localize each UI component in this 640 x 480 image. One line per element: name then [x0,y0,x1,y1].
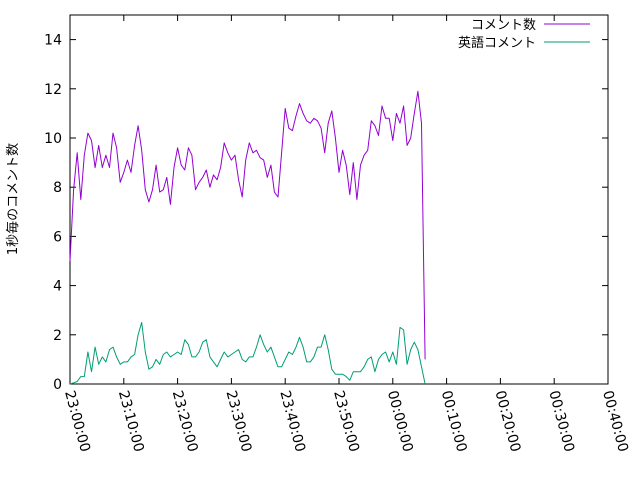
y-tick-label: 0 [53,377,62,393]
legend-label-1: コメント数 [471,18,536,33]
x-tick-label: 23:30:00 [223,389,255,454]
y-tick-label: 6 [53,229,62,245]
y-tick-label: 12 [44,82,62,98]
x-tick-label: 00:40:00 [599,389,631,454]
y-tick-label: 14 [44,33,62,49]
x-tick-label: 23:10:00 [115,389,147,454]
y-tick-label: 10 [44,131,62,147]
series-lines [69,90,426,385]
series-line-1 [69,90,426,360]
x-tick-label: 23:20:00 [169,389,201,454]
series-line-2 [69,322,426,385]
y-axis: 0 2 4 6 8 10 12 14 [44,33,608,393]
plot-frame [69,14,609,385]
x-tick-label: 23:40:00 [276,389,308,454]
x-tick-label: 00:30:00 [545,389,577,454]
x-tick-label: 00:20:00 [492,389,524,454]
x-tick-label: 23:00:00 [61,389,93,454]
x-tick-label: 00:10:00 [438,389,470,454]
x-tick-label: 23:50:00 [330,389,362,454]
x-tick-label: 00:00:00 [384,389,416,454]
y-tick-label: 2 [53,328,62,344]
legend-label-2: 英語コメント [458,35,536,51]
y-axis-title: 1秒毎のコメント数 [5,143,21,255]
y-tick-label: 4 [53,279,62,295]
plot-border [69,14,609,385]
y-tick-label: 8 [53,180,62,196]
x-axis: 23:00:00 23:10:00 23:20:00 23:30:00 23:40:00… [61,15,631,454]
